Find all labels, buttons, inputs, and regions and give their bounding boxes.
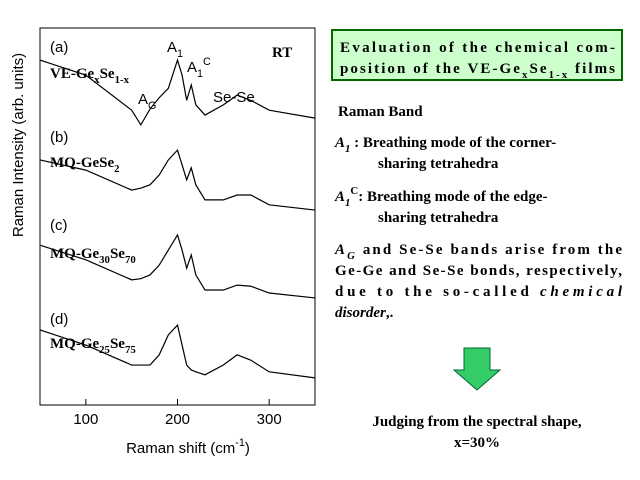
text-part: (a) bbox=[50, 39, 68, 56]
annotation: (a) bbox=[50, 39, 68, 56]
annotation: MQ-Ge25Se75 bbox=[50, 336, 136, 356]
text-part: 1-x bbox=[549, 69, 568, 81]
text-part: sharing tetrahedra bbox=[378, 210, 499, 226]
text-part: C bbox=[203, 56, 211, 68]
text-part: 70 bbox=[125, 254, 136, 266]
body-line: sharing tetrahedra bbox=[378, 156, 499, 172]
text-part: Judging from the spectral shape, bbox=[372, 414, 582, 430]
text-part: due to the so-called bbox=[335, 284, 536, 300]
body-line: A1C: Breathing mode of the edge- bbox=[334, 185, 548, 209]
text-part: (b) bbox=[50, 129, 68, 146]
body-line: disorder,. bbox=[335, 305, 394, 321]
body-line: Raman Band bbox=[338, 104, 423, 120]
x-tick-label: 200 bbox=[165, 411, 190, 428]
conclusion-line: x=30% bbox=[454, 435, 500, 451]
x-axis-label: Raman shift (cm-1) bbox=[126, 437, 250, 457]
text-part: ,. bbox=[386, 305, 394, 321]
text-part: 1 bbox=[197, 68, 203, 80]
text-part: -1 bbox=[235, 437, 245, 449]
text-part: Ge-Ge and Se-Se bonds, respectively, bbox=[335, 263, 622, 279]
text-part: Se bbox=[110, 246, 125, 262]
text-part: and Se-Se bands arise from the bbox=[357, 242, 622, 258]
conclusion-line: Judging from the spectral shape, bbox=[372, 414, 582, 430]
text-part: VE-Ge bbox=[50, 66, 95, 82]
text-part: Se bbox=[110, 336, 125, 352]
text-part: Se bbox=[100, 66, 115, 82]
text-part: position of the VE-Ge bbox=[340, 61, 520, 77]
text-part: C bbox=[350, 185, 358, 197]
y-axis-label: Raman Intensity (arb. units) bbox=[10, 53, 27, 237]
text-part: A bbox=[138, 91, 148, 108]
text-part: Raman shift (cm bbox=[126, 440, 235, 457]
spectrum-line bbox=[39, 233, 316, 299]
body-line: Ge-Ge and Se-Se bonds, respectively, bbox=[335, 263, 622, 279]
text-part: 25 bbox=[99, 344, 110, 356]
text-part: 1 bbox=[345, 143, 350, 155]
spectrum-line bbox=[39, 323, 316, 379]
text-part: Se-Se bbox=[213, 89, 255, 106]
text-part: A bbox=[167, 39, 177, 56]
annotation: (b) bbox=[50, 129, 68, 146]
text-part: x bbox=[94, 74, 100, 86]
text-part: 1 bbox=[345, 197, 350, 209]
x-tick-label: 300 bbox=[257, 411, 282, 428]
text-part: A bbox=[334, 189, 345, 205]
text-part: : Breathing mode of the edge- bbox=[358, 189, 547, 205]
text-part: A bbox=[187, 59, 197, 76]
text-part: (c) bbox=[50, 217, 68, 234]
body-line: A1 : Breathing mode of the corner- bbox=[334, 135, 556, 155]
annotation: (d) bbox=[50, 311, 68, 328]
annotation: A1 bbox=[167, 39, 183, 60]
text-part: 75 bbox=[125, 344, 136, 356]
text-part: 1 bbox=[177, 48, 183, 60]
text-part: 2 bbox=[114, 163, 119, 175]
text-part: MQ-Ge bbox=[50, 336, 99, 352]
spectrum-line bbox=[39, 58, 316, 127]
text-part: G bbox=[347, 250, 355, 262]
text-part: RT bbox=[272, 45, 292, 61]
annotation: Se-Se bbox=[213, 89, 255, 106]
annotation: AG bbox=[138, 91, 156, 112]
x-tick-label: 100 bbox=[73, 411, 98, 428]
text-part: A bbox=[334, 135, 345, 151]
text-part: G bbox=[148, 100, 156, 112]
annotation: (c) bbox=[50, 217, 68, 234]
down-arrow bbox=[452, 347, 502, 391]
text-part: Raman Band bbox=[338, 104, 423, 120]
text-part: A bbox=[334, 242, 345, 258]
text-part: MQ-Ge bbox=[50, 246, 99, 262]
text-part: films bbox=[569, 61, 615, 77]
body-line: due to the so-called chemical bbox=[335, 284, 623, 300]
text-part: chemical bbox=[540, 284, 623, 300]
text-part: MQ-GeSe bbox=[50, 155, 114, 171]
body-line: sharing tetrahedra bbox=[378, 210, 499, 226]
text-part: 30 bbox=[99, 254, 110, 266]
text-part: Evaluation of the chemical com- bbox=[340, 40, 615, 56]
heading-box bbox=[331, 29, 623, 81]
text-part: (d) bbox=[50, 311, 68, 328]
heading-line: Evaluation of the chemical com- bbox=[340, 40, 615, 56]
text-part: x=30% bbox=[454, 435, 500, 451]
text-part: : Breathing mode of the corner- bbox=[350, 135, 556, 151]
text-part: 1-x bbox=[115, 74, 130, 86]
text-part: x bbox=[522, 69, 528, 81]
spectrum-line bbox=[39, 148, 316, 211]
annotation: A1C bbox=[187, 56, 211, 80]
text-part: ) bbox=[245, 440, 250, 457]
text-part: disorder bbox=[335, 305, 386, 321]
annotation: VE-GexSe1-x bbox=[50, 66, 130, 86]
annotation: MQ-Ge30Se70 bbox=[50, 246, 136, 266]
annotation: MQ-GeSe2 bbox=[50, 155, 120, 175]
text-part: sharing tetrahedra bbox=[378, 156, 499, 172]
annotation: RT bbox=[272, 45, 292, 61]
